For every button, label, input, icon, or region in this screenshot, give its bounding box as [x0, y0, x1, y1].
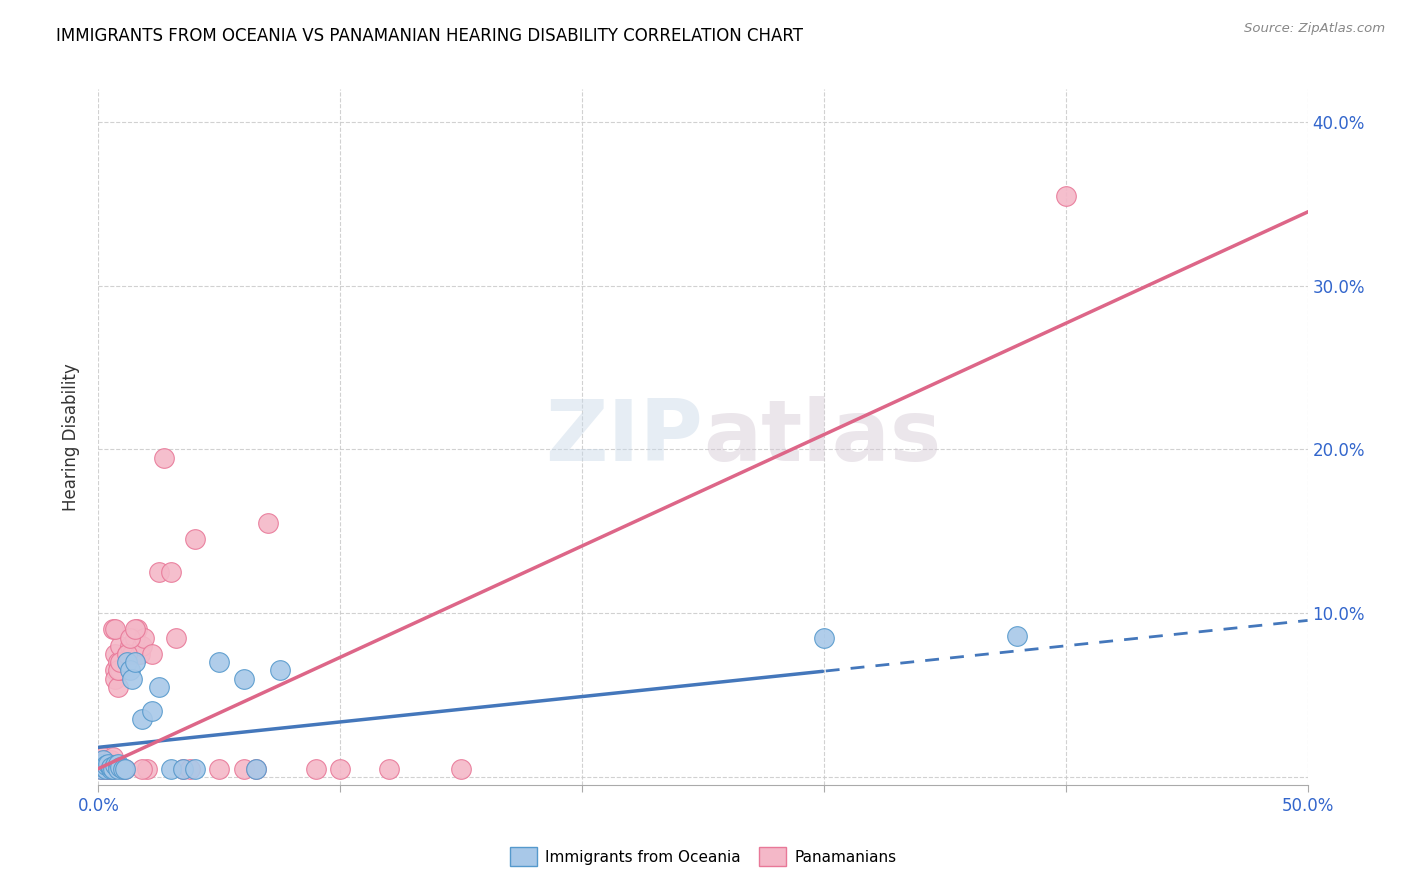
Point [94, 753, 117, 767]
Point [91, 750, 114, 764]
Point [256, 516, 278, 530]
Point [104, 647, 127, 661]
Point [97, 756, 120, 771]
Point [108, 664, 131, 678]
Point [101, 756, 124, 771]
Point [101, 762, 124, 776]
Point [91, 756, 114, 771]
Point [179, 762, 201, 776]
Point [172, 762, 194, 776]
Point [269, 664, 291, 678]
Legend: Immigrants from Oceania, Panamanians: Immigrants from Oceania, Panamanians [503, 841, 903, 872]
Point [91, 760, 114, 774]
Point [107, 756, 129, 771]
Point [117, 647, 139, 661]
Point [101, 623, 124, 637]
Point [114, 762, 136, 776]
Point [813, 631, 835, 645]
Point [329, 762, 352, 776]
Point [124, 623, 146, 637]
Point [107, 680, 129, 694]
Point [245, 762, 267, 776]
Point [107, 762, 129, 776]
Point [104, 623, 127, 637]
Point [184, 762, 207, 776]
Point [152, 450, 174, 465]
Point [97, 762, 120, 776]
Point [160, 565, 183, 579]
Point [232, 672, 254, 686]
Point [100, 762, 122, 776]
Point [131, 762, 153, 776]
Point [111, 762, 134, 776]
Point [104, 672, 127, 686]
Point [100, 753, 122, 767]
Point [148, 680, 170, 694]
Point [160, 762, 183, 776]
Point [148, 565, 170, 579]
Point [97, 756, 120, 771]
Point [141, 647, 163, 661]
Point [127, 623, 149, 637]
Point [1007, 629, 1029, 643]
Point [124, 631, 146, 645]
Point [108, 760, 131, 774]
Point [121, 672, 143, 686]
Text: Source: ZipAtlas.com: Source: ZipAtlas.com [1244, 22, 1385, 36]
Y-axis label: Hearing Disability: Hearing Disability [62, 363, 80, 511]
Point [104, 664, 127, 678]
Text: ZIP: ZIP [546, 395, 703, 479]
Point [111, 762, 134, 776]
Point [117, 647, 139, 661]
Point [101, 762, 124, 776]
Point [91, 753, 114, 767]
Text: atlas: atlas [703, 395, 941, 479]
Point [131, 713, 153, 727]
Point [94, 758, 117, 772]
Point [124, 655, 146, 669]
Point [172, 762, 194, 776]
Point [131, 639, 153, 653]
Point [208, 655, 231, 669]
Point [118, 664, 141, 678]
Point [128, 647, 150, 661]
Point [90, 762, 112, 776]
Point [134, 631, 156, 645]
Point [114, 762, 136, 776]
Point [108, 639, 131, 653]
Point [232, 762, 254, 776]
Point [94, 762, 117, 776]
Point [107, 664, 129, 678]
Point [100, 762, 122, 776]
Point [90, 762, 112, 776]
Point [90, 753, 112, 767]
Point [141, 704, 163, 718]
Point [94, 758, 117, 772]
Point [117, 655, 139, 669]
Point [165, 631, 187, 645]
Point [108, 655, 131, 669]
Point [121, 647, 143, 661]
Point [100, 760, 122, 774]
Point [305, 762, 328, 776]
Point [101, 750, 124, 764]
Point [118, 639, 141, 653]
Point [90, 758, 112, 772]
Point [184, 533, 207, 547]
Point [91, 762, 114, 776]
Point [104, 758, 127, 772]
Text: IMMIGRANTS FROM OCEANIA VS PANAMANIAN HEARING DISABILITY CORRELATION CHART: IMMIGRANTS FROM OCEANIA VS PANAMANIAN HE… [56, 27, 803, 45]
Point [100, 758, 122, 772]
Point [90, 756, 112, 771]
Point [450, 762, 472, 776]
Point [94, 762, 117, 776]
Point [107, 655, 129, 669]
Point [208, 762, 231, 776]
Point [377, 762, 399, 776]
Point [118, 631, 141, 645]
Point [245, 762, 267, 776]
Point [1054, 188, 1077, 202]
Point [135, 762, 157, 776]
